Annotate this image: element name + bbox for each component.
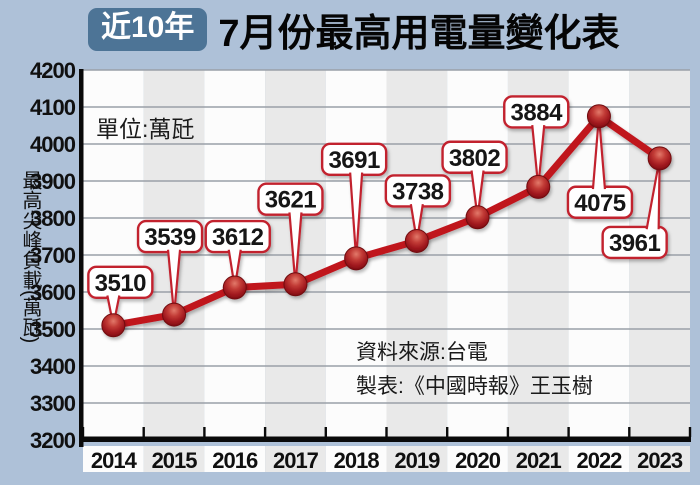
source-line-2: 製表:《中國時報》王玉樹 — [356, 375, 593, 398]
x-axis-label: 2021 — [516, 448, 562, 473]
unit-label: 單位:萬瓩 — [96, 116, 195, 142]
data-label: 3612 — [212, 224, 264, 251]
data-point-marker — [283, 272, 308, 297]
x-axis-label: 2020 — [455, 448, 501, 473]
x-axis-label: 2022 — [576, 448, 622, 473]
y-tick-label: 3900 — [30, 169, 76, 194]
y-tick-label: 4000 — [30, 132, 76, 157]
gridlines — [83, 69, 690, 404]
data-polyline — [109, 112, 664, 329]
x-label-band — [143, 446, 205, 472]
data-label-callout: 3961 — [601, 157, 668, 260]
axes — [79, 69, 691, 447]
data-line — [109, 112, 664, 329]
data-label: 3738 — [392, 178, 444, 205]
data-label-callout: 3802 — [441, 140, 508, 219]
x-axis-label: 2018 — [334, 448, 380, 473]
x-label-band — [507, 446, 569, 472]
title-text: 7月份最高用電量變化表 — [218, 12, 620, 55]
x-axis-label: 2019 — [394, 448, 440, 473]
data-point-marker — [344, 246, 369, 271]
data-label-callout: 3738 — [384, 174, 452, 243]
y-tick-label: 3300 — [30, 391, 76, 416]
x-label-band — [386, 446, 448, 472]
x-label-band — [204, 446, 266, 472]
chart-title: 近10年 7月份最高用電量變化表 — [88, 5, 620, 55]
data-label-callout: 3510 — [87, 265, 154, 327]
data-label: 3510 — [95, 270, 147, 297]
callout-box — [601, 225, 668, 260]
x-label-band — [447, 446, 508, 472]
x-axis-label: 2023 — [637, 448, 683, 473]
data-label: 3961 — [609, 230, 661, 257]
y-tick-label: 3400 — [30, 354, 76, 379]
y-tick-label: 3700 — [30, 243, 76, 268]
y-tick-label: 3200 — [30, 428, 76, 453]
y-tick-label: 3500 — [30, 317, 76, 342]
x-axis-label: 2014 — [91, 448, 138, 473]
data-label-callout: 3884 — [503, 95, 570, 189]
data-label-callout: 3612 — [204, 219, 271, 289]
data-point-marker — [404, 228, 429, 253]
data-label: 3884 — [511, 99, 564, 126]
data-label-callout: 3691 — [320, 142, 388, 260]
data-point-marker — [647, 146, 672, 171]
source-line-1: 資料來源:台電 — [356, 341, 488, 364]
y-tick-label: 3800 — [30, 206, 76, 231]
x-label-band — [629, 446, 690, 472]
data-label: 3621 — [265, 187, 317, 214]
x-axis-label: 2015 — [152, 448, 198, 473]
x-axis-line — [79, 436, 691, 442]
data-label: 3802 — [449, 145, 501, 172]
data-label: 3691 — [328, 147, 380, 174]
data-label: 4075 — [574, 190, 626, 217]
y-axis-title: 最高尖峰負載(萬瓩) — [19, 170, 41, 344]
y-tick-label: 3600 — [30, 280, 76, 305]
x-axis-labels: 2014 2015 2016 2017 2018 2019 2020 2021 2022 2023 — [91, 448, 684, 473]
data-point-marker — [526, 174, 551, 199]
data-point-marker — [586, 104, 611, 129]
data-label-callout: 3539 — [136, 219, 204, 316]
data-point-markers — [101, 104, 672, 338]
x-axis-label: 2016 — [212, 448, 258, 473]
data-label-callout: 4075 — [566, 115, 634, 219]
data-label-callout: 3621 — [257, 182, 324, 286]
data-point-marker — [101, 313, 126, 338]
data-point-marker — [222, 275, 247, 300]
x-label-band — [83, 446, 144, 472]
data-point-marker — [465, 205, 490, 230]
y-tick-label: 4100 — [30, 95, 76, 120]
y-axis-line — [79, 69, 84, 447]
y-tick-label: 4200 — [30, 58, 76, 83]
x-label-band — [325, 446, 387, 472]
x-axis-label: 2017 — [273, 448, 319, 473]
data-point-marker — [162, 302, 187, 327]
y-axis-labels: 3200 3300 3400 3500 3600 3700 3800 3900 4000 4100… — [30, 58, 77, 453]
title-badge: 近10年 — [88, 7, 208, 51]
x-label-band — [265, 446, 326, 472]
data-label: 3539 — [144, 224, 196, 251]
x-label-band — [568, 446, 630, 472]
callout-box — [87, 265, 154, 299]
